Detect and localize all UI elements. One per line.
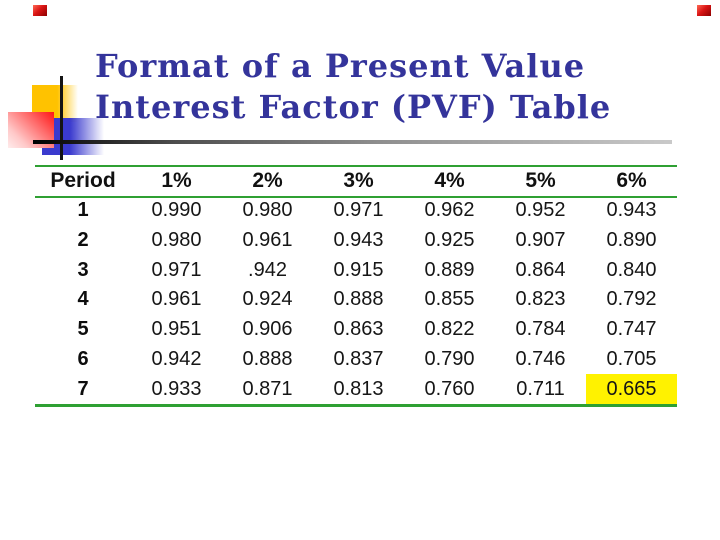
slide-title-line1: Format of a Present Value	[95, 47, 586, 85]
table-cell: 0.837	[333, 347, 384, 370]
column-header-6pct: 6%	[616, 168, 647, 192]
table-cell: 0.924	[242, 288, 293, 311]
period-cell: 7	[77, 377, 89, 400]
table-cell: 0.711	[516, 377, 565, 400]
period-cell: 2	[77, 229, 89, 252]
table-cell: 0.925	[424, 229, 475, 252]
table-cell: 0.746	[515, 347, 566, 370]
period-cell: 3	[77, 258, 89, 281]
table-cell: 0.871	[242, 377, 293, 400]
slide-title: Format of a Present Value Interest Facto…	[95, 46, 611, 128]
table-cell: 0.890	[606, 229, 657, 252]
slide-title-line2: Interest Factor (PVF) Table	[95, 88, 612, 126]
column-header-period: Period	[50, 168, 116, 192]
table-cell: 0.888	[242, 347, 293, 370]
column-header-5pct: 5%	[525, 168, 556, 192]
table-cell: 0.790	[424, 347, 475, 370]
column-header-1pct: 1%	[161, 168, 192, 192]
table-cell: 0.906	[242, 318, 293, 341]
column-header-3pct: 3%	[343, 168, 374, 192]
table-cell: .942	[248, 258, 287, 281]
table-cell: 0.747	[606, 318, 657, 341]
period-cell: 6	[77, 347, 89, 370]
table-row: 6 0.942 0.888 0.837 0.790 0.746 0.705	[35, 345, 677, 375]
table-header-rule	[35, 196, 677, 198]
table-cell: 0.943	[606, 199, 657, 222]
table-cell: 0.971	[333, 199, 384, 222]
table-cell: 0.888	[333, 288, 384, 311]
column-header-4pct: 4%	[434, 168, 465, 192]
table-cell: 0.822	[424, 318, 475, 341]
period-cell: 5	[77, 318, 89, 341]
table-cell: 0.864	[515, 258, 566, 281]
pvf-table: Period 1% 2% 3% 4% 5% 6% 1 0.990 0.980 0…	[35, 165, 677, 404]
table-cell: 0.962	[424, 199, 475, 222]
table-cell: 0.813	[333, 377, 384, 400]
table-cell: 0.915	[333, 258, 384, 281]
table-header-row: Period 1% 2% 3% 4% 5% 6%	[35, 165, 677, 196]
table-row: 5 0.951 0.906 0.863 0.822 0.784 0.747	[35, 315, 677, 345]
table-cell: 0.863	[333, 318, 384, 341]
table-cell: 0.840	[606, 258, 657, 281]
table-cell: 0.971	[151, 258, 202, 281]
table-cell: 0.760	[424, 377, 475, 400]
table-cell: 0.784	[515, 318, 566, 341]
table-cell: 0.952	[515, 199, 566, 222]
table-row: 1 0.990 0.980 0.971 0.962 0.952 0.943	[35, 196, 677, 226]
table-cell: 0.889	[424, 258, 475, 281]
highlighted-cell: 0.665	[586, 374, 677, 404]
table-cell: 0.961	[242, 229, 293, 252]
table-cell: 0.980	[151, 229, 202, 252]
corner-accent-left	[33, 5, 47, 16]
corner-accent-right	[697, 5, 711, 16]
table-cell: 0.705	[606, 347, 657, 370]
table-row: 3 0.971 .942 0.915 0.889 0.864 0.840	[35, 255, 677, 285]
table-cell: 0.823	[515, 288, 566, 311]
table-cell: 0.961	[151, 288, 202, 311]
table-bottom-rule	[35, 404, 677, 407]
table-cell: 0.990	[151, 199, 202, 222]
table-cell: 0.951	[151, 318, 202, 341]
table-row: 4 0.961 0.924 0.888 0.855 0.823 0.792	[35, 285, 677, 315]
title-underline	[33, 140, 672, 144]
table-cell: 0.907	[515, 229, 566, 252]
table-cell: 0.942	[151, 347, 202, 370]
table-top-rule	[35, 165, 677, 167]
table-cell: 0.933	[151, 377, 202, 400]
decoration-vertical-line	[60, 76, 63, 160]
period-cell: 4	[77, 288, 89, 311]
table-cell: 0.792	[606, 288, 657, 311]
table-row: 2 0.980 0.961 0.943 0.925 0.907 0.890	[35, 226, 677, 256]
period-cell: 1	[77, 199, 89, 222]
table-cell: 0.943	[333, 229, 384, 252]
table-row: 7 0.933 0.871 0.813 0.760 0.711 0.665	[35, 374, 677, 404]
table-cell: 0.855	[424, 288, 475, 311]
table-cell: 0.980	[242, 199, 293, 222]
column-header-2pct: 2%	[252, 168, 283, 192]
